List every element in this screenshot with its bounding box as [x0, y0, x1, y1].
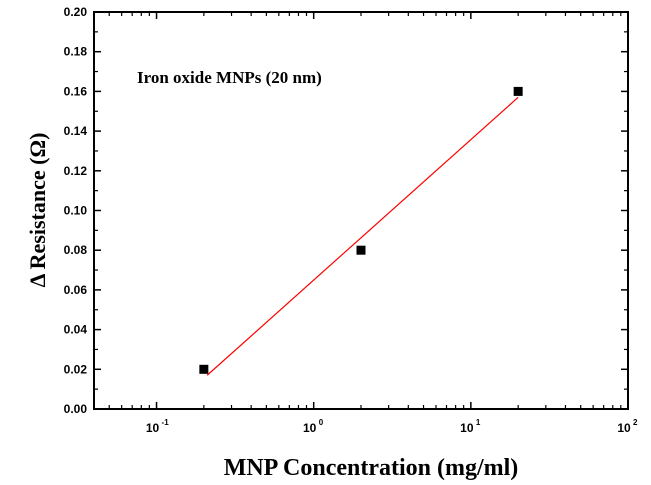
y-tick-label: 0.00 — [64, 402, 88, 416]
y-axis-title: Δ Resistance (Ω) — [25, 133, 50, 288]
y-tick-label: 0.16 — [64, 84, 88, 98]
y-tick-label: 0.12 — [64, 164, 88, 178]
x-axis-ticks: 10 -1 10 0 10 1 10 2 — [93, 12, 638, 435]
annotation-text: Iron oxide MNPs (20 nm) — [137, 68, 322, 87]
x-tick-exponent: 2 — [633, 418, 638, 427]
x-tick-exponent: 1 — [476, 418, 481, 427]
y-tick-label: 0.18 — [64, 45, 88, 59]
x-tick-label: 10 — [617, 421, 631, 435]
x-tick-label: 10 — [146, 421, 160, 435]
data-points — [199, 86, 523, 374]
fit-line — [206, 96, 519, 376]
x-tick-exponent: 0 — [319, 418, 324, 427]
y-tick-label: 0.20 — [64, 5, 88, 19]
data-point — [356, 245, 366, 255]
y-tick-label: 0.06 — [64, 283, 88, 297]
x-tick-label: 10 — [460, 421, 474, 435]
y-axis-ticks: 0.00 0.02 0.04 0.06 0.08 0.10 0.12 0.14 0.16 0.18… — [64, 5, 628, 416]
y-tick-label: 0.08 — [64, 243, 88, 257]
data-point — [199, 364, 209, 374]
x-axis-title: MNP Concentration (mg/ml) — [224, 455, 519, 481]
y-tick-label: 0.14 — [64, 124, 88, 138]
data-point — [513, 86, 523, 96]
x-tick-label: 10 — [303, 421, 317, 435]
y-tick-label: 0.02 — [64, 362, 88, 376]
y-tick-label: 0.10 — [64, 204, 88, 218]
y-tick-label: 0.04 — [64, 323, 88, 337]
x-tick-exponent: -1 — [162, 418, 170, 427]
